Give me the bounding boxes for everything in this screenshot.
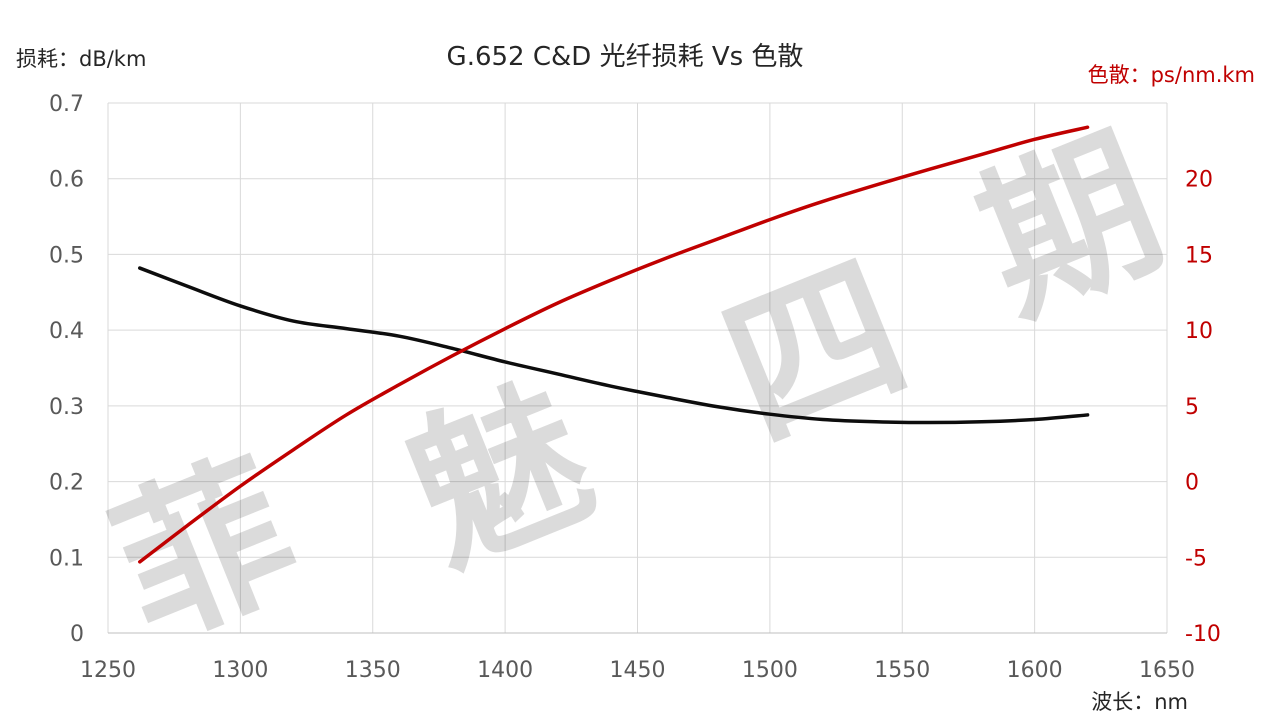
y-right-tick-label: 20 — [1185, 168, 1213, 193]
series-line-loss — [138, 266, 1090, 425]
y-right-tick-label: 0 — [1185, 471, 1199, 496]
watermark-char: 期 — [955, 103, 1187, 350]
x-tick-label: 1550 — [874, 658, 930, 683]
y-left-tick-label: 0.6 — [49, 168, 84, 193]
x-tick-label: 1250 — [80, 658, 136, 683]
y-left-tick-label: 0 — [70, 622, 84, 647]
y-axis-right-title: 色散：ps/nm.km — [1088, 63, 1255, 87]
y-right-tick-label: 10 — [1185, 319, 1213, 344]
chart-title: G.652 C&D 光纤损耗 Vs 色散 — [447, 42, 804, 72]
y-left-tick-label: 0.5 — [49, 243, 84, 268]
grid — [107, 102, 1168, 634]
x-tick-label: 1400 — [477, 658, 533, 683]
y-left-tick-label: 0.4 — [49, 319, 84, 344]
y-right-tick-label: 5 — [1185, 395, 1199, 420]
y-right-tick-label: 15 — [1185, 243, 1213, 268]
y-left-tick-label: 0.3 — [49, 395, 84, 420]
y-left-tick-label: 0.2 — [49, 471, 84, 496]
x-tick-label: 1500 — [742, 658, 798, 683]
x-tick-label: 1300 — [212, 658, 268, 683]
y-right-tick-label: -10 — [1185, 622, 1221, 647]
x-axis-ticks: 1250 1300 1350 1400 1450 1500 1550 1600 1650 — [80, 658, 1195, 683]
x-tick-label: 1350 — [345, 658, 401, 683]
watermark: 菲魅四期 — [90, 103, 1187, 675]
y-right-tick-label: -5 — [1185, 546, 1207, 571]
x-tick-label: 1600 — [1007, 658, 1063, 683]
watermark-char: 四 — [700, 228, 932, 475]
watermark-char: 魅 — [385, 353, 617, 600]
x-tick-label: 1450 — [610, 658, 666, 683]
plot-area — [138, 125, 1090, 564]
y-axis-left-title: 损耗：dB/km — [16, 47, 146, 71]
y-axis-right-ticks: -10 -5 0 5 10 15 20 — [1185, 168, 1221, 647]
x-tick-label: 1650 — [1139, 658, 1195, 683]
y-axis-left-ticks: 0 0.1 0.2 0.3 0.4 0.5 0.6 0.7 — [49, 92, 84, 647]
y-left-tick-label: 0.7 — [49, 92, 84, 117]
watermark-char: 菲 — [90, 428, 322, 675]
x-axis-title: 波长：nm — [1091, 690, 1188, 714]
series-line-dispersion — [138, 125, 1090, 564]
y-left-tick-label: 0.1 — [49, 546, 84, 571]
